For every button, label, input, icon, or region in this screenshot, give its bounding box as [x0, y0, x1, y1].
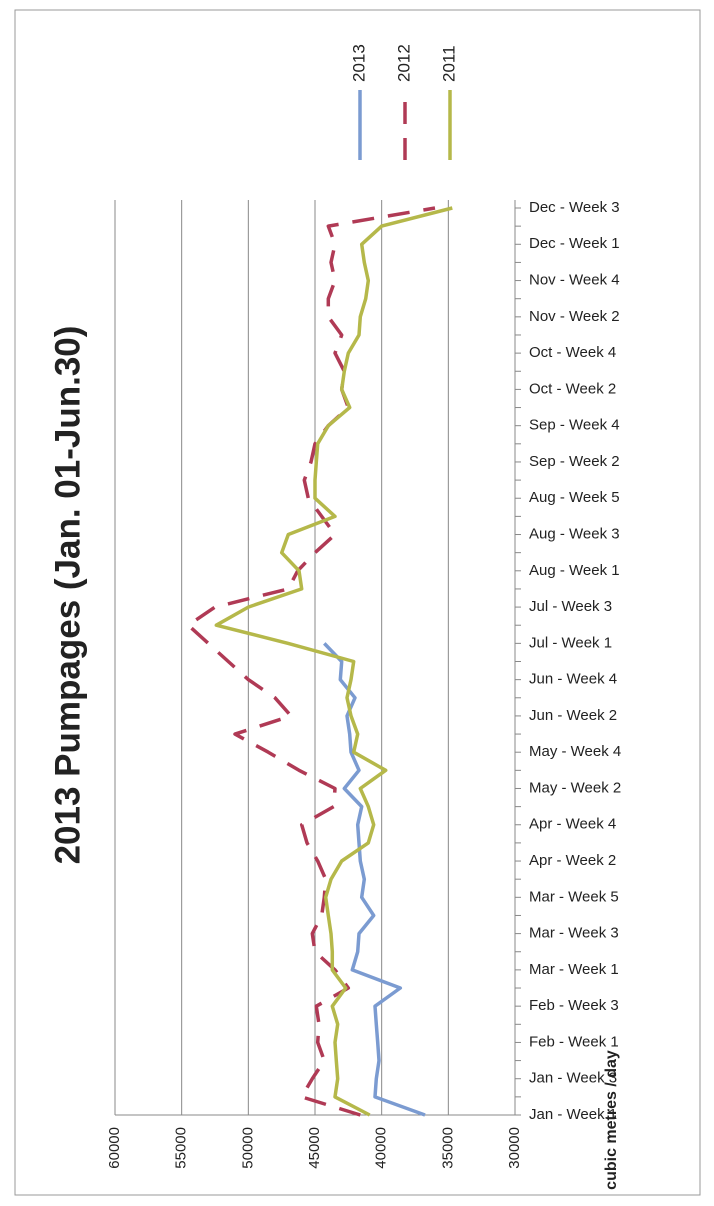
series-line [214, 206, 453, 1117]
x-tick-label: Dec - Week 3 [529, 199, 620, 216]
x-tick-label: Nov - Week 4 [529, 272, 620, 289]
series-line [323, 642, 426, 1117]
x-tick-label: Mar - Week 3 [529, 925, 619, 942]
x-tick-label: Feb - Week 1 [529, 1033, 619, 1050]
x-tick-label: Sep - Week 2 [529, 453, 620, 470]
x-tick-label: Feb - Week 3 [529, 997, 619, 1014]
x-tick-label: Mar - Week 5 [529, 888, 619, 905]
y-tick-label: 60000 [106, 1127, 123, 1169]
x-tick-label: Aug - Week 3 [529, 525, 620, 542]
y-axis-label: cubic metres / day [603, 1050, 620, 1190]
y-tick-label: 55000 [173, 1127, 190, 1169]
x-tick-label: Nov - Week 2 [529, 308, 620, 325]
x-tick-label: Jan - Week 1 [529, 1106, 617, 1123]
x-tick-label: Jan - Week 3 [529, 1070, 617, 1087]
chart-border [14, 9, 701, 1196]
x-tick-label: Aug - Week 5 [529, 489, 620, 506]
legend-label: 2012 [394, 44, 413, 82]
x-tick-label: Jun - Week 2 [529, 707, 617, 724]
x-tick-label: Aug - Week 1 [529, 562, 620, 579]
x-tick-label: May - Week 2 [529, 779, 621, 796]
legend-label: 2013 [349, 44, 368, 82]
x-tick-label: Jul - Week 1 [529, 634, 612, 651]
y-tick-label: 50000 [239, 1127, 256, 1169]
x-tick-label: May - Week 4 [529, 743, 621, 760]
x-tick-label: Apr - Week 2 [529, 852, 616, 869]
chart-frame: 2013 Pumpages (Jan. 01-Jun.30) cubic met… [14, 9, 701, 1196]
y-tick-label: 30000 [506, 1127, 523, 1169]
x-tick-label: Jul - Week 3 [529, 598, 612, 615]
series-line [186, 206, 436, 1117]
y-tick-label: 40000 [373, 1127, 390, 1169]
legend-label: 2011 [439, 45, 458, 82]
y-tick-label: 45000 [306, 1127, 323, 1169]
x-tick-label: Oct - Week 4 [529, 344, 616, 361]
x-tick-label: Sep - Week 4 [529, 417, 620, 434]
x-tick-label: Apr - Week 4 [529, 816, 616, 833]
x-tick-label: Jun - Week 4 [529, 671, 617, 688]
x-tick-label: Oct - Week 2 [529, 380, 616, 397]
chart-title: 2013 Pumpages (Jan. 01-Jun.30) [48, 326, 87, 865]
x-tick-label: Mar - Week 1 [529, 961, 619, 978]
x-tick-label: Dec - Week 1 [529, 235, 620, 252]
y-tick-label: 35000 [439, 1127, 456, 1169]
